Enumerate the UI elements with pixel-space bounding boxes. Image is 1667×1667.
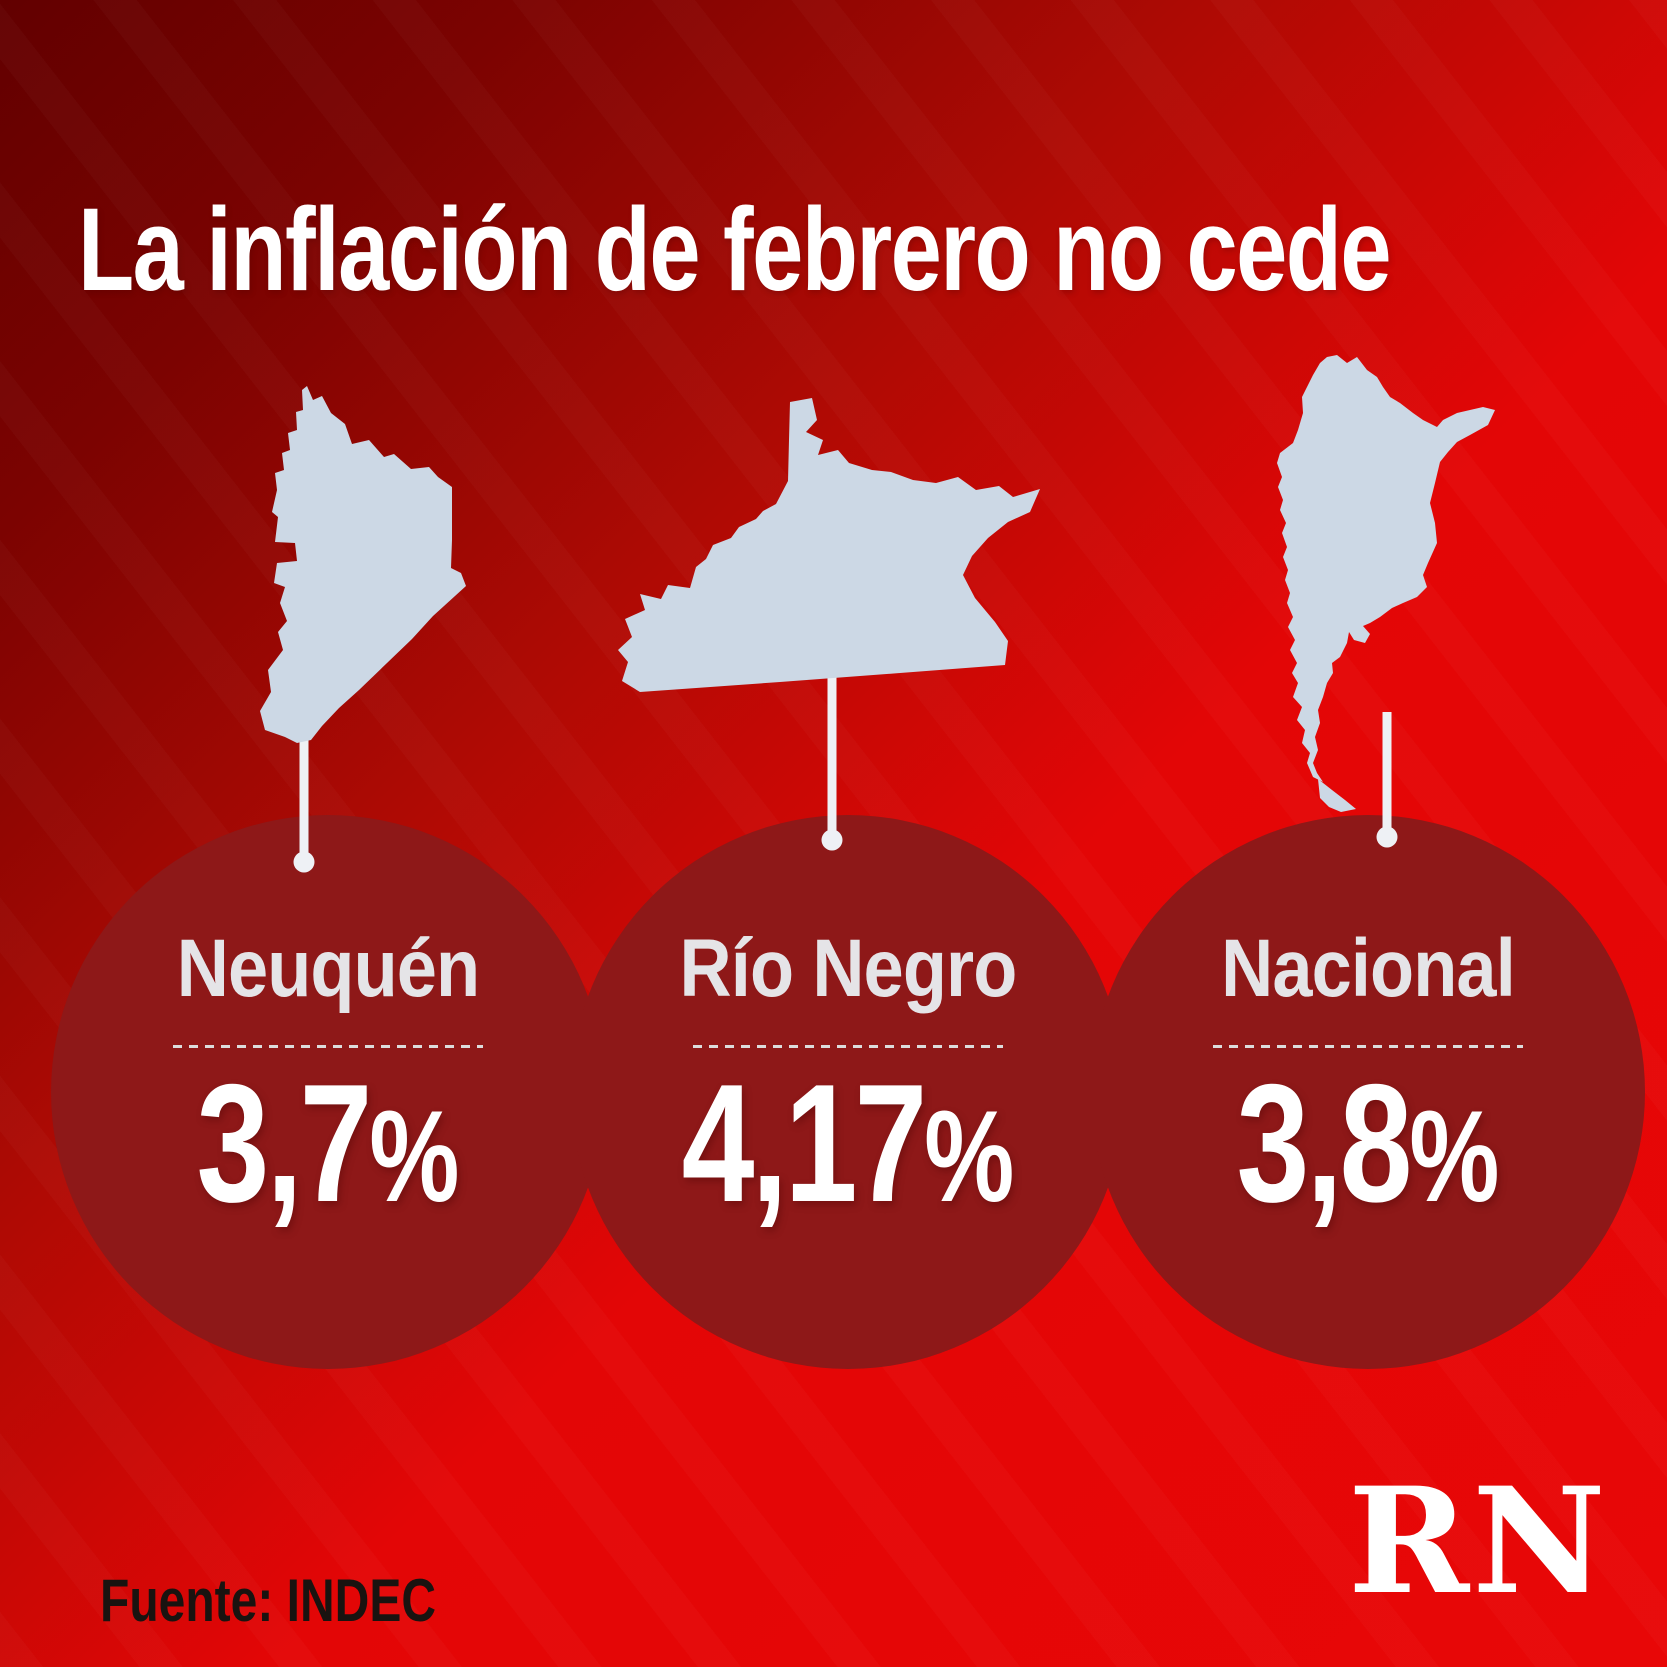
percent-sign: % — [924, 1083, 1015, 1229]
tierra-del-fuego-map-icon — [1318, 779, 1356, 812]
inflation-value: 3,7% — [141, 1059, 515, 1227]
inflation-value: 4,17% — [661, 1059, 1035, 1227]
pin-dot-neuquen — [293, 851, 315, 873]
value-number: 4,17 — [681, 1049, 928, 1237]
stat-circle-rionegro — [571, 815, 1125, 1369]
region-label: Neuquén — [176, 923, 480, 1014]
region-label: Nacional — [1221, 923, 1516, 1014]
inflation-value: 3,8% — [1181, 1059, 1555, 1227]
rio-negro-province-map-icon — [618, 398, 1040, 692]
page-title: La inflación de febrero no cede — [78, 184, 1392, 317]
argentina-country-map-icon — [1277, 355, 1495, 782]
dashed-divider — [1213, 1045, 1523, 1048]
stat-circle-nacional — [1091, 815, 1645, 1369]
pin-dot-rionegro — [821, 829, 843, 851]
neuquen-province-map-icon — [260, 386, 466, 743]
stat-block-rionegro: Río Negro 4,17% — [608, 900, 1088, 1320]
percent-sign: % — [1409, 1083, 1500, 1229]
value-number: 3,7 — [196, 1049, 373, 1237]
value-number: 3,8 — [1236, 1049, 1413, 1237]
stat-block-neuquen: Neuquén 3,7% — [88, 900, 568, 1320]
dashed-divider — [173, 1045, 483, 1048]
dashed-divider — [693, 1045, 1003, 1048]
stat-block-nacional: Nacional 3,8% — [1128, 900, 1608, 1320]
region-label: Río Negro — [679, 923, 1018, 1014]
source-note: Fuente: INDEC — [100, 1567, 436, 1634]
stat-circle-neuquen — [51, 815, 605, 1369]
pin-dot-nacional — [1376, 826, 1398, 848]
percent-sign: % — [369, 1083, 460, 1229]
rn-logo: RN — [1348, 1456, 1609, 1627]
